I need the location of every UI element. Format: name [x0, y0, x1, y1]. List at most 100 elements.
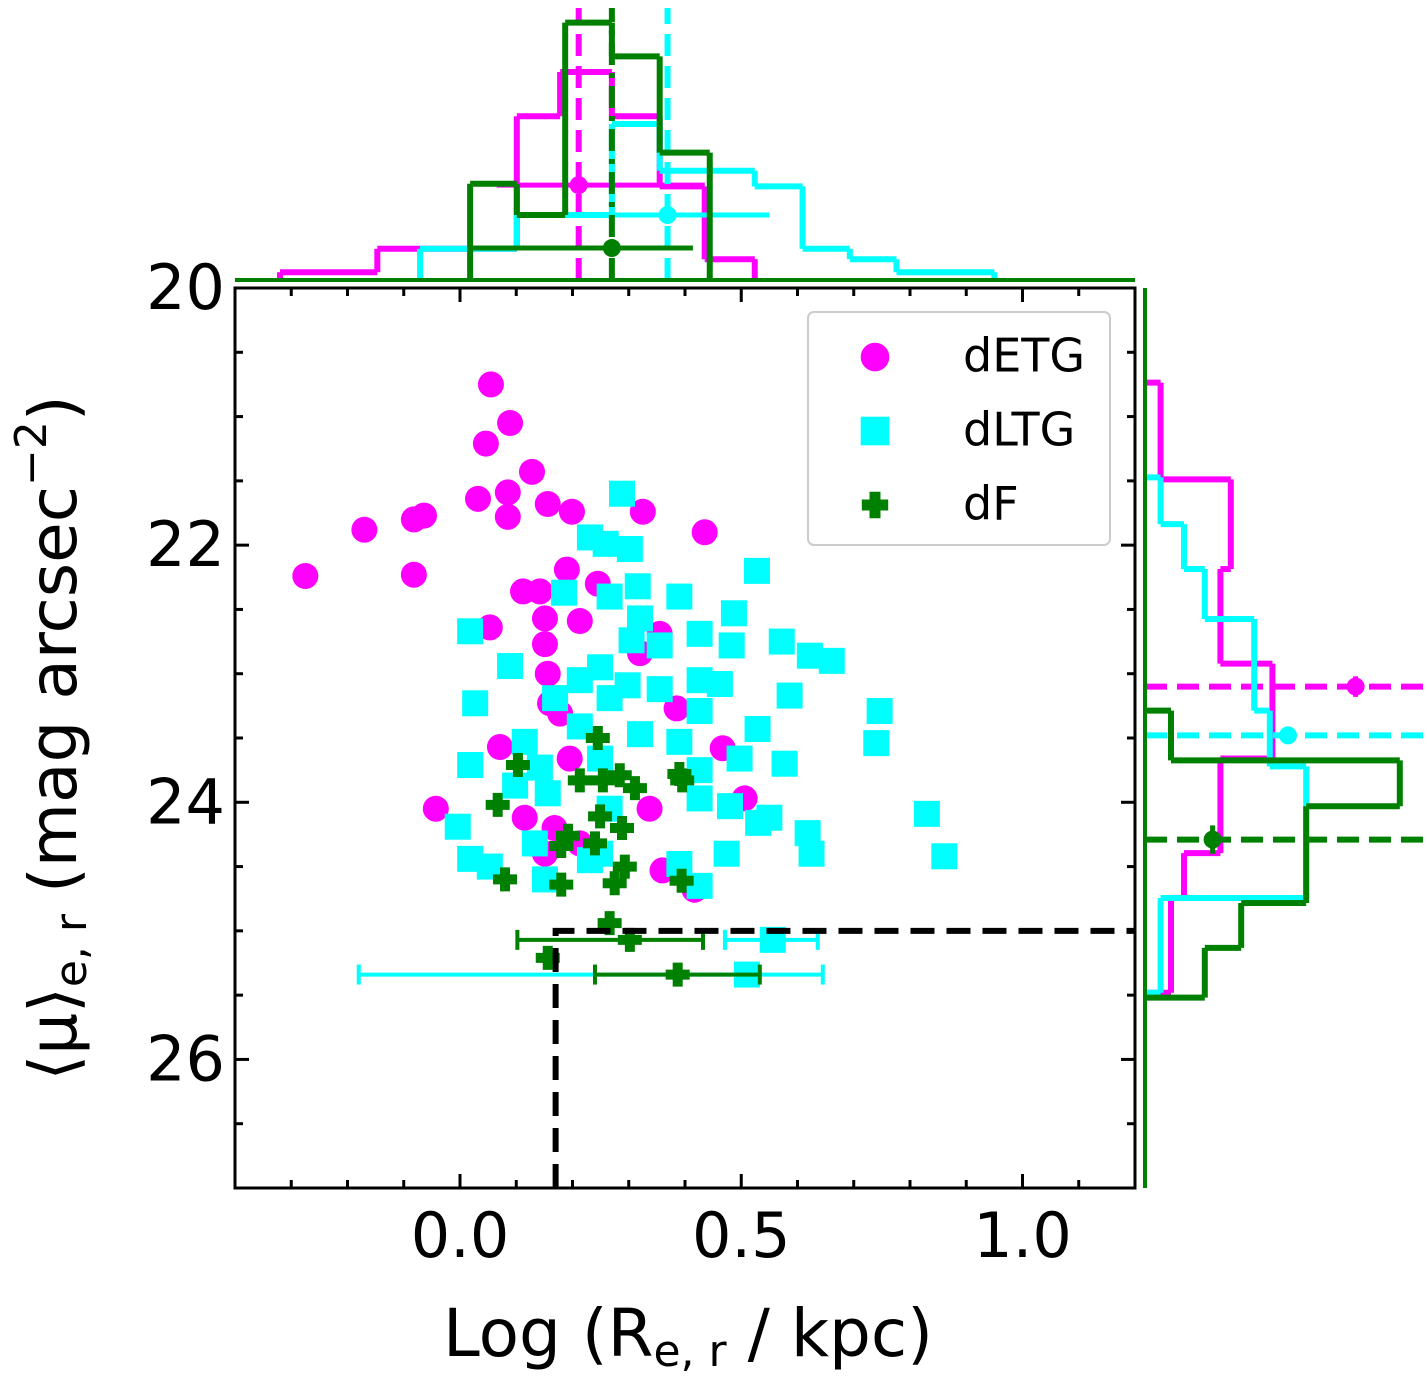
point — [511, 804, 538, 831]
point — [629, 498, 656, 525]
point — [542, 685, 569, 712]
y-tick-label: 24 — [146, 765, 225, 838]
point — [609, 480, 635, 507]
point — [486, 734, 513, 760]
point — [535, 945, 560, 970]
point — [646, 676, 673, 703]
point — [566, 667, 593, 694]
point — [497, 410, 524, 436]
point — [585, 726, 610, 750]
point — [617, 927, 642, 952]
legend-marker — [860, 416, 890, 446]
point — [422, 795, 449, 822]
point — [485, 792, 510, 817]
x-axis-label: Log (Re, r / kpc) — [443, 1295, 933, 1377]
point — [720, 600, 747, 627]
y-axis-label: ⟨μ⟩e, r (mag arcsec−2) — [6, 395, 97, 1080]
point — [646, 632, 673, 659]
point — [556, 823, 580, 848]
y-tick-label: 26 — [146, 1023, 225, 1096]
point — [717, 793, 743, 820]
point — [400, 561, 427, 588]
point — [592, 530, 619, 557]
point — [691, 519, 718, 546]
y-tick-label: 22 — [146, 508, 225, 581]
median-point — [1346, 677, 1365, 696]
point — [610, 816, 634, 840]
point — [776, 682, 803, 709]
point — [551, 579, 578, 606]
y-label-sub: e, r — [46, 913, 97, 987]
point — [457, 618, 484, 645]
x-tick-label: 0.5 — [692, 1199, 791, 1272]
point — [526, 578, 553, 605]
point — [636, 795, 663, 822]
point — [607, 763, 632, 788]
point — [669, 868, 694, 893]
point — [351, 516, 378, 543]
x-label-sub: e, r — [653, 1326, 727, 1377]
point — [505, 753, 530, 777]
point — [616, 536, 643, 562]
point — [713, 840, 740, 867]
median-point — [569, 176, 588, 195]
point — [549, 834, 574, 858]
legend-box — [807, 311, 1111, 546]
point — [553, 556, 580, 583]
median-point — [658, 206, 677, 224]
median-point — [1203, 830, 1222, 849]
point — [462, 690, 489, 717]
point — [686, 785, 713, 812]
point — [497, 653, 524, 679]
point — [798, 840, 825, 867]
legend-label: dF — [963, 477, 1019, 531]
y-label-text: ⟨μ⟩ — [15, 987, 92, 1081]
point — [670, 768, 695, 793]
point — [567, 768, 592, 793]
point — [534, 491, 561, 517]
point — [597, 911, 622, 936]
point — [624, 573, 651, 600]
point — [477, 371, 504, 398]
point — [457, 752, 484, 778]
point — [686, 698, 713, 724]
point — [521, 830, 548, 857]
point — [744, 716, 771, 742]
y-label-sup: −2 — [6, 421, 57, 486]
y-tick-label: 20 — [146, 251, 225, 324]
point — [493, 867, 517, 892]
point — [444, 813, 471, 840]
point — [519, 458, 545, 485]
y-label-after: (mag arcsec — [15, 486, 92, 914]
x-tick-label: 0.0 — [411, 1199, 510, 1272]
point — [913, 800, 940, 827]
point — [558, 498, 585, 525]
point — [818, 647, 845, 674]
point — [465, 485, 491, 512]
point — [596, 583, 623, 610]
x-label-after: / kpc) — [727, 1295, 933, 1372]
point — [706, 671, 733, 697]
x-label-text: Log (R — [443, 1295, 653, 1372]
point — [666, 583, 693, 610]
y-label-end: ) — [15, 395, 92, 421]
point — [494, 479, 521, 506]
point — [666, 728, 693, 755]
point — [627, 721, 653, 748]
point — [863, 730, 890, 757]
point — [531, 631, 558, 658]
point — [292, 563, 319, 589]
point — [771, 750, 798, 777]
point — [686, 620, 713, 647]
point — [612, 854, 637, 879]
point — [627, 605, 653, 632]
legend-marker — [860, 342, 890, 372]
legend-label: dLTG — [963, 403, 1075, 457]
point — [744, 557, 770, 584]
selection-box — [552, 927, 1135, 1188]
point — [590, 768, 615, 793]
point — [596, 685, 623, 712]
point — [534, 780, 561, 807]
median-point — [1279, 726, 1297, 745]
